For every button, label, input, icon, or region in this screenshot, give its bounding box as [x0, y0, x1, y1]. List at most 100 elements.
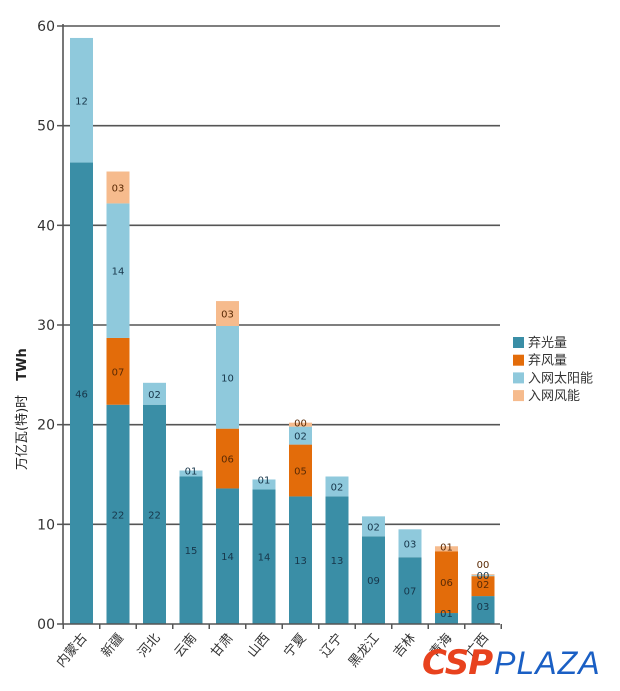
y-axis-label-unit: TWh — [15, 348, 30, 380]
bar-segment — [179, 470, 203, 477]
x-tick-label: 云南 — [171, 630, 200, 660]
data-label: 13 — [331, 556, 344, 567]
bar-stack: 14 06 10 03 — [216, 301, 239, 624]
y-tick-label: 20 — [37, 418, 55, 434]
bar-stack: 13 05 02 00 — [289, 419, 312, 624]
data-label: 09 — [367, 576, 380, 587]
bar-segment — [179, 476, 203, 624]
bar-segment — [362, 516, 385, 537]
bar-segment — [70, 162, 93, 624]
data-label: 06 — [221, 455, 234, 466]
data-label: 06 — [440, 578, 453, 589]
x-tick-label: 新疆 — [98, 630, 127, 660]
y-tick-label: 60 — [37, 19, 55, 35]
data-label: 14 — [221, 552, 234, 563]
data-label: 01 — [440, 609, 453, 620]
bar-segment — [471, 575, 495, 577]
bar-segment — [435, 546, 458, 552]
bar-segment — [289, 426, 312, 445]
bar-stack: 22 02 — [143, 382, 166, 624]
data-label: 22 — [148, 510, 161, 521]
data-label: 00 — [477, 571, 490, 582]
y-axis-ticks: 00 10 20 30 40 50 60 — [37, 19, 63, 633]
y-tick-label: 10 — [37, 517, 55, 533]
bar-segment — [398, 529, 422, 558]
data-label: 07 — [112, 367, 125, 378]
data-label: 22 — [112, 510, 125, 521]
bar-segment — [216, 428, 239, 489]
bar-stack: 07 03 — [398, 529, 422, 624]
y-tick-label: 50 — [37, 119, 55, 135]
x-tick-label: 河北 — [135, 631, 163, 661]
y-tick-label: 30 — [37, 318, 55, 334]
bar-stack: 14 01 — [252, 475, 276, 624]
x-tick-label: 吉林 — [391, 631, 419, 661]
x-tick-label: 内蒙古 — [53, 630, 90, 670]
bar-segment — [216, 301, 239, 326]
legend-label: 入网太阳能 — [528, 371, 593, 386]
bar-segment — [435, 613, 458, 624]
csp-plaza-watermark: CSP PLAZA — [422, 643, 601, 683]
data-label: 01 — [258, 475, 271, 486]
bar-segment — [143, 404, 166, 624]
bar-segment — [471, 574, 495, 576]
data-label: 12 — [75, 96, 88, 107]
bar-segment — [325, 496, 349, 624]
bar-segment — [471, 596, 495, 624]
bar-segment — [106, 337, 130, 405]
legend-label: 入网风能 — [528, 389, 580, 404]
x-tick-label: 宁夏 — [281, 630, 310, 660]
y-axis-label: 万亿瓦(特)时 TWh — [15, 348, 30, 470]
legend-label: 弃光量 — [528, 336, 567, 351]
data-label: 13 — [294, 556, 307, 567]
bar-segment — [252, 489, 276, 624]
y-tick-label: 40 — [37, 218, 55, 234]
y-tick-label: 00 — [37, 617, 55, 633]
data-label: 01 — [185, 467, 198, 478]
legend-label: 弃风量 — [528, 354, 567, 369]
bar-segment — [289, 496, 312, 624]
data-label: 03 — [404, 539, 417, 550]
data-label: 02 — [477, 580, 490, 591]
legend-swatch — [513, 354, 524, 366]
gridlines — [63, 25, 500, 526]
data-label: 14 — [258, 553, 271, 564]
bar-segment — [143, 382, 166, 405]
y-axis-label-text: 万亿瓦(特)时 — [15, 395, 30, 470]
bar-segment — [325, 476, 349, 497]
bar-segment — [289, 422, 312, 427]
bar-segment — [106, 171, 130, 204]
bar-stack: 13 02 — [325, 476, 349, 624]
bar-segment — [106, 404, 130, 624]
bar-segment — [216, 325, 239, 429]
bar-segment — [252, 479, 276, 490]
data-label: 01 — [440, 542, 453, 553]
x-tick-label: 辽宁 — [317, 630, 346, 660]
data-label: 46 — [75, 389, 88, 400]
x-tick-label: 甘肃 — [208, 631, 236, 661]
data-label: 02 — [294, 432, 307, 443]
bar-stack: 22 07 14 03 — [106, 171, 130, 624]
data-label: 03 — [477, 602, 490, 613]
x-tick-label: 山西 — [245, 631, 273, 661]
legend-swatch — [513, 337, 524, 348]
bar-stack: 09 02 — [362, 516, 385, 624]
bar-segment — [289, 444, 312, 497]
data-label: 10 — [221, 373, 234, 384]
watermark-brand-csp: CSP — [422, 643, 493, 683]
bar-stack: 01 06 01 — [435, 542, 458, 624]
data-label: 05 — [294, 467, 307, 478]
data-label: 15 — [185, 546, 198, 557]
bars: 4612220714032202150114061003140113050200… — [70, 37, 495, 624]
bar-segment — [216, 488, 239, 624]
bar-segment — [70, 37, 93, 163]
data-label: 00 — [477, 560, 490, 571]
bar-segment — [435, 551, 458, 614]
legend-swatch — [513, 372, 524, 384]
data-label: 02 — [148, 390, 161, 401]
legend-swatch — [513, 390, 524, 402]
data-label: 02 — [331, 482, 344, 493]
